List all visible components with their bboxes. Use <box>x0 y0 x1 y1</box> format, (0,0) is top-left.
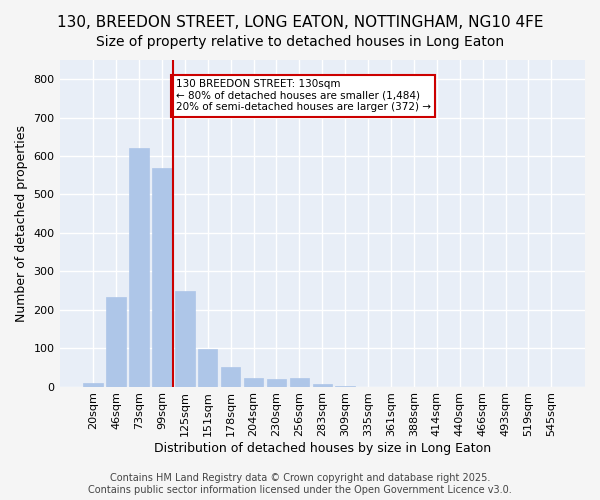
Bar <box>106 298 126 386</box>
Y-axis label: Number of detached properties: Number of detached properties <box>15 125 28 322</box>
Text: 130, BREEDON STREET, LONG EATON, NOTTINGHAM, NG10 4FE: 130, BREEDON STREET, LONG EATON, NOTTING… <box>57 15 543 30</box>
Bar <box>175 290 194 386</box>
Text: 130 BREEDON STREET: 130sqm
← 80% of detached houses are smaller (1,484)
20% of s: 130 BREEDON STREET: 130sqm ← 80% of deta… <box>176 79 431 112</box>
Bar <box>221 368 241 386</box>
Bar <box>290 378 309 386</box>
X-axis label: Distribution of detached houses by size in Long Eaton: Distribution of detached houses by size … <box>154 442 491 455</box>
Bar <box>198 350 217 387</box>
Bar <box>129 148 149 386</box>
Bar <box>313 384 332 386</box>
Bar <box>83 382 103 386</box>
Text: Size of property relative to detached houses in Long Eaton: Size of property relative to detached ho… <box>96 35 504 49</box>
Text: Contains HM Land Registry data © Crown copyright and database right 2025.
Contai: Contains HM Land Registry data © Crown c… <box>88 474 512 495</box>
Bar <box>244 378 263 386</box>
Bar <box>152 168 172 386</box>
Bar <box>267 379 286 386</box>
